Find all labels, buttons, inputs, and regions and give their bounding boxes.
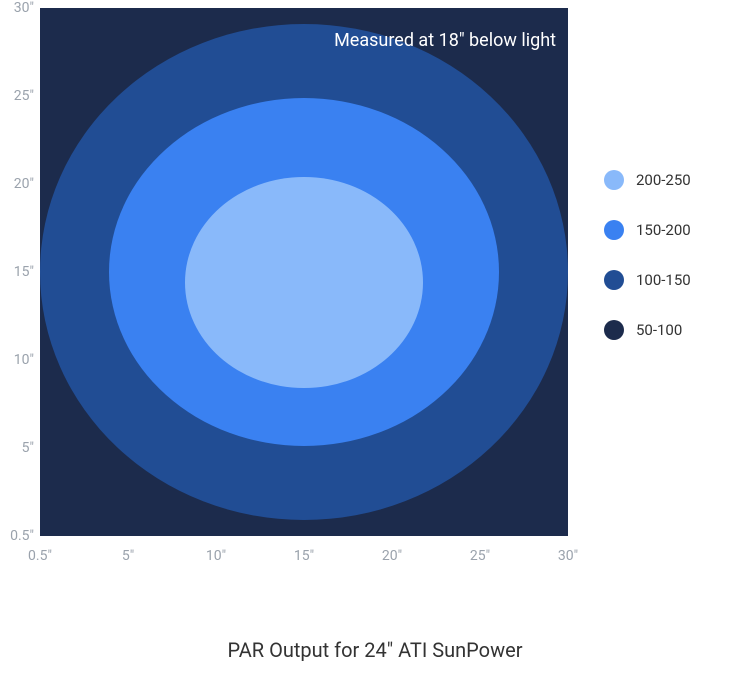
measurement-annotation: Measured at 18" below light (334, 30, 556, 51)
y-tick-label: 5" (22, 440, 34, 456)
x-tick-label: 0.5" (28, 548, 52, 564)
plot-area (40, 8, 568, 536)
y-tick-label: 0.5" (10, 528, 34, 544)
legend-swatch (604, 320, 624, 340)
x-tick-label: 10" (206, 548, 226, 564)
y-tick-label: 10" (14, 352, 34, 368)
legend-item: 100-150 (604, 270, 691, 290)
x-tick-label: 5" (122, 548, 134, 564)
legend-label: 200-250 (636, 171, 691, 189)
chart-container: Measured at 18" below light 200-250 150-2… (0, 0, 750, 678)
y-tick-label: 30" (14, 0, 34, 16)
x-tick-label: 15" (294, 548, 314, 564)
contour-zone-3 (185, 177, 423, 388)
x-tick-label: 20" (382, 548, 402, 564)
legend-item: 200-250 (604, 170, 691, 190)
legend-label: 150-200 (636, 221, 691, 239)
legend-item: 50-100 (604, 320, 691, 340)
y-tick-label: 20" (14, 176, 34, 192)
y-tick-label: 25" (14, 88, 34, 104)
x-tick-label: 30" (558, 548, 578, 564)
x-tick-label: 25" (470, 548, 490, 564)
chart-caption: PAR Output for 24" ATI SunPower (0, 638, 750, 662)
legend-item: 150-200 (604, 220, 691, 240)
legend: 200-250 150-200 100-150 50-100 (604, 170, 691, 340)
y-tick-label: 15" (14, 264, 34, 280)
legend-swatch (604, 220, 624, 240)
legend-swatch (604, 170, 624, 190)
legend-swatch (604, 270, 624, 290)
legend-label: 100-150 (636, 271, 691, 289)
legend-label: 50-100 (636, 321, 682, 339)
